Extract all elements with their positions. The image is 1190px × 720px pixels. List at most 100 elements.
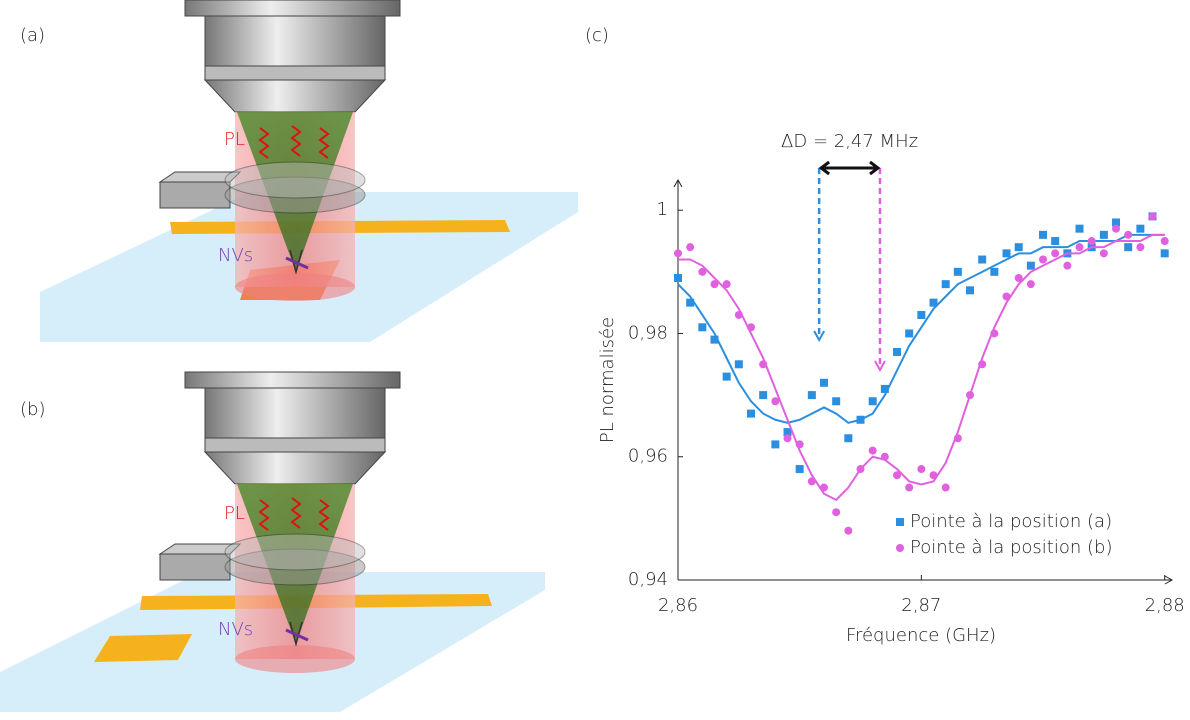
data-point — [674, 273, 682, 282]
x-axis-title: Fréquence (GHz) — [846, 625, 996, 646]
data-point — [710, 335, 719, 344]
y-tick-label: 0,98 — [628, 322, 668, 343]
data-point — [759, 360, 768, 369]
data-point — [1014, 243, 1023, 252]
axis-arrow — [1164, 575, 1174, 585]
panel-label: (a) — [20, 25, 45, 46]
data-point — [807, 477, 816, 486]
data-point — [868, 397, 877, 406]
data-point — [978, 255, 987, 264]
data-point — [856, 465, 865, 474]
data-point — [1026, 261, 1035, 270]
pl-label: PL — [224, 129, 245, 150]
electrode-pad — [94, 634, 192, 662]
data-point — [1099, 230, 1108, 239]
data-point — [917, 310, 926, 319]
data-point — [941, 280, 950, 289]
data-point — [795, 465, 804, 474]
data-point — [1087, 237, 1096, 246]
data-point — [953, 267, 962, 276]
data-point — [722, 372, 731, 381]
data-point — [978, 360, 987, 369]
data-point — [1160, 249, 1169, 258]
fit-line — [678, 233, 1165, 502]
y-axis-title: PL normalisée — [597, 317, 618, 443]
data-point — [759, 391, 768, 400]
data-point — [698, 267, 707, 276]
panel-b: (b) PL NVs — [0, 370, 545, 712]
data-point — [1112, 218, 1121, 227]
data-point — [941, 483, 950, 492]
data-point — [795, 440, 804, 449]
data-point — [1014, 273, 1023, 282]
data-point — [686, 243, 695, 252]
data-point — [1136, 243, 1145, 252]
fit-line — [677, 233, 1165, 424]
data-point — [953, 434, 962, 443]
y-tick-label: 0,94 — [628, 569, 668, 590]
data-point — [698, 323, 707, 332]
data-point — [893, 347, 902, 356]
data-point — [929, 471, 938, 480]
data-point — [856, 415, 865, 424]
nv-label: NVs — [218, 245, 253, 266]
data-point — [929, 298, 938, 307]
data-point — [844, 434, 853, 443]
data-point — [1039, 230, 1048, 239]
data-point — [722, 280, 731, 289]
legend-marker — [896, 544, 904, 552]
panel-label: (b) — [20, 399, 45, 420]
data-point — [1112, 224, 1121, 233]
data-point — [966, 391, 975, 400]
data-point — [1026, 280, 1035, 289]
data-point — [832, 397, 841, 406]
data-point — [966, 286, 975, 295]
data-point — [1075, 243, 1084, 252]
panel-a: (a) PL NVs — [20, 0, 578, 342]
data-point — [783, 428, 792, 437]
data-point — [990, 267, 999, 276]
data-point — [893, 471, 902, 480]
data-point — [734, 360, 743, 369]
data-point — [1063, 261, 1072, 270]
data-point — [832, 508, 841, 517]
data-point — [1039, 255, 1048, 264]
legend-marker — [896, 518, 904, 526]
x-tick-label: 2,88 — [1145, 595, 1185, 616]
data-point — [1051, 249, 1060, 258]
data-point — [905, 329, 914, 338]
data-point — [880, 384, 889, 393]
legend-label: Pointe à la position (a) — [910, 511, 1112, 532]
data-point — [1136, 224, 1145, 233]
data-point — [820, 378, 829, 387]
data-point — [747, 323, 756, 332]
data-point — [880, 452, 889, 461]
data-point — [771, 440, 780, 449]
axis-arrow — [673, 178, 683, 188]
x-tick-label: 2,87 — [901, 595, 941, 616]
chart: (c) Fréquence (GHz) PL normalisée 2,86 2,… — [585, 25, 1185, 646]
data-point — [747, 409, 756, 418]
data-point — [990, 329, 999, 338]
x-tick-label: 2,86 — [658, 595, 698, 616]
panel-label: (c) — [585, 25, 609, 46]
data-point — [734, 310, 743, 319]
data-point — [905, 483, 914, 492]
data-point — [1002, 249, 1011, 258]
arrow-head — [874, 360, 886, 373]
data-point — [1075, 224, 1084, 233]
annotation-label: ΔD = 2,47 MHz — [781, 131, 918, 152]
data-point — [917, 465, 926, 474]
data-point — [1148, 212, 1157, 221]
data-point — [820, 483, 829, 492]
data-point — [1160, 237, 1169, 246]
data-point — [1002, 292, 1011, 301]
data-point — [674, 249, 682, 258]
data-point — [1051, 237, 1060, 246]
data-point — [844, 526, 853, 535]
data-point — [710, 280, 719, 289]
data-point — [686, 298, 695, 307]
arrow-head — [813, 330, 826, 343]
data-point — [1124, 230, 1133, 239]
